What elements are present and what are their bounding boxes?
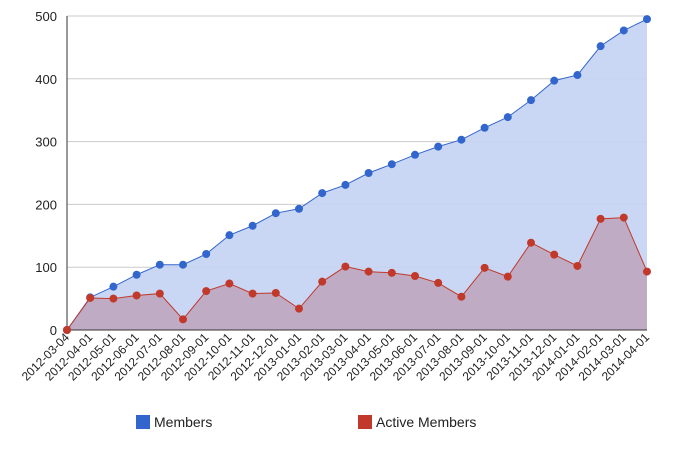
- data-point: [295, 204, 303, 213]
- legend-swatch: [136, 415, 150, 429]
- data-point: [527, 96, 535, 105]
- data-point: [527, 238, 535, 247]
- data-point: [132, 291, 141, 300]
- data-point: [411, 271, 419, 280]
- series-area: [67, 19, 647, 330]
- data-point: [109, 282, 118, 291]
- series-line: [66, 217, 648, 331]
- data-point: [387, 160, 396, 169]
- data-point: [573, 71, 582, 80]
- y-tick-label: 400: [35, 72, 57, 87]
- data-point: [643, 15, 651, 24]
- series-group: [63, 213, 651, 334]
- legend-swatch: [358, 415, 372, 429]
- data-point: [619, 213, 628, 222]
- data-point: [179, 260, 187, 269]
- legend-label: Active Members: [376, 414, 476, 430]
- data-point: [132, 270, 141, 279]
- data-point: [271, 288, 280, 297]
- data-point: [619, 26, 628, 35]
- data-point: [596, 42, 605, 51]
- data-point: [86, 293, 95, 302]
- data-point: [434, 142, 443, 151]
- y-tick-labels: 0 100 200 300 400 500: [35, 9, 57, 338]
- data-point: [596, 214, 605, 223]
- data-point: [318, 189, 327, 198]
- data-point: [550, 76, 559, 85]
- series-area: [67, 217, 647, 330]
- data-point: [457, 292, 466, 301]
- data-point: [155, 289, 164, 298]
- data-point: [387, 268, 396, 277]
- data-point: [341, 262, 350, 271]
- y-tick-label: 200: [35, 197, 57, 212]
- data-point: [248, 289, 257, 298]
- y-tick-label: 500: [35, 9, 57, 24]
- data-point: [63, 326, 71, 334]
- data-point: [364, 267, 373, 276]
- data-point: [364, 169, 373, 177]
- data-point: [225, 231, 234, 240]
- data-point: [573, 261, 582, 270]
- data-point: [503, 113, 512, 122]
- legend: Members Active Members: [136, 414, 476, 430]
- y-tick-label: 100: [35, 260, 57, 275]
- data-point: [271, 209, 280, 218]
- y-tick-label: 300: [35, 135, 57, 150]
- data-point: [318, 277, 327, 286]
- data-point: [341, 180, 350, 189]
- data-point: [457, 135, 466, 144]
- data-point: [480, 263, 489, 272]
- data-point: [434, 278, 443, 287]
- data-point: [248, 221, 257, 230]
- x-tick-labels: 2012-03-042012-04-012012-05-012012-06-01…: [19, 330, 653, 384]
- y-tick-label: 0: [50, 323, 57, 338]
- series-areas: [67, 19, 647, 330]
- data-point: [202, 250, 211, 259]
- data-point: [643, 267, 651, 276]
- data-point: [411, 150, 419, 159]
- data-point: [480, 123, 489, 132]
- data-point: [550, 250, 559, 259]
- data-point: [225, 279, 234, 288]
- data-point: [202, 287, 211, 296]
- data-point: [503, 272, 512, 281]
- data-point: [179, 315, 187, 324]
- legend-label: Members: [154, 414, 212, 430]
- data-point: [109, 294, 118, 303]
- data-point: [295, 304, 303, 313]
- data-point: [155, 260, 164, 269]
